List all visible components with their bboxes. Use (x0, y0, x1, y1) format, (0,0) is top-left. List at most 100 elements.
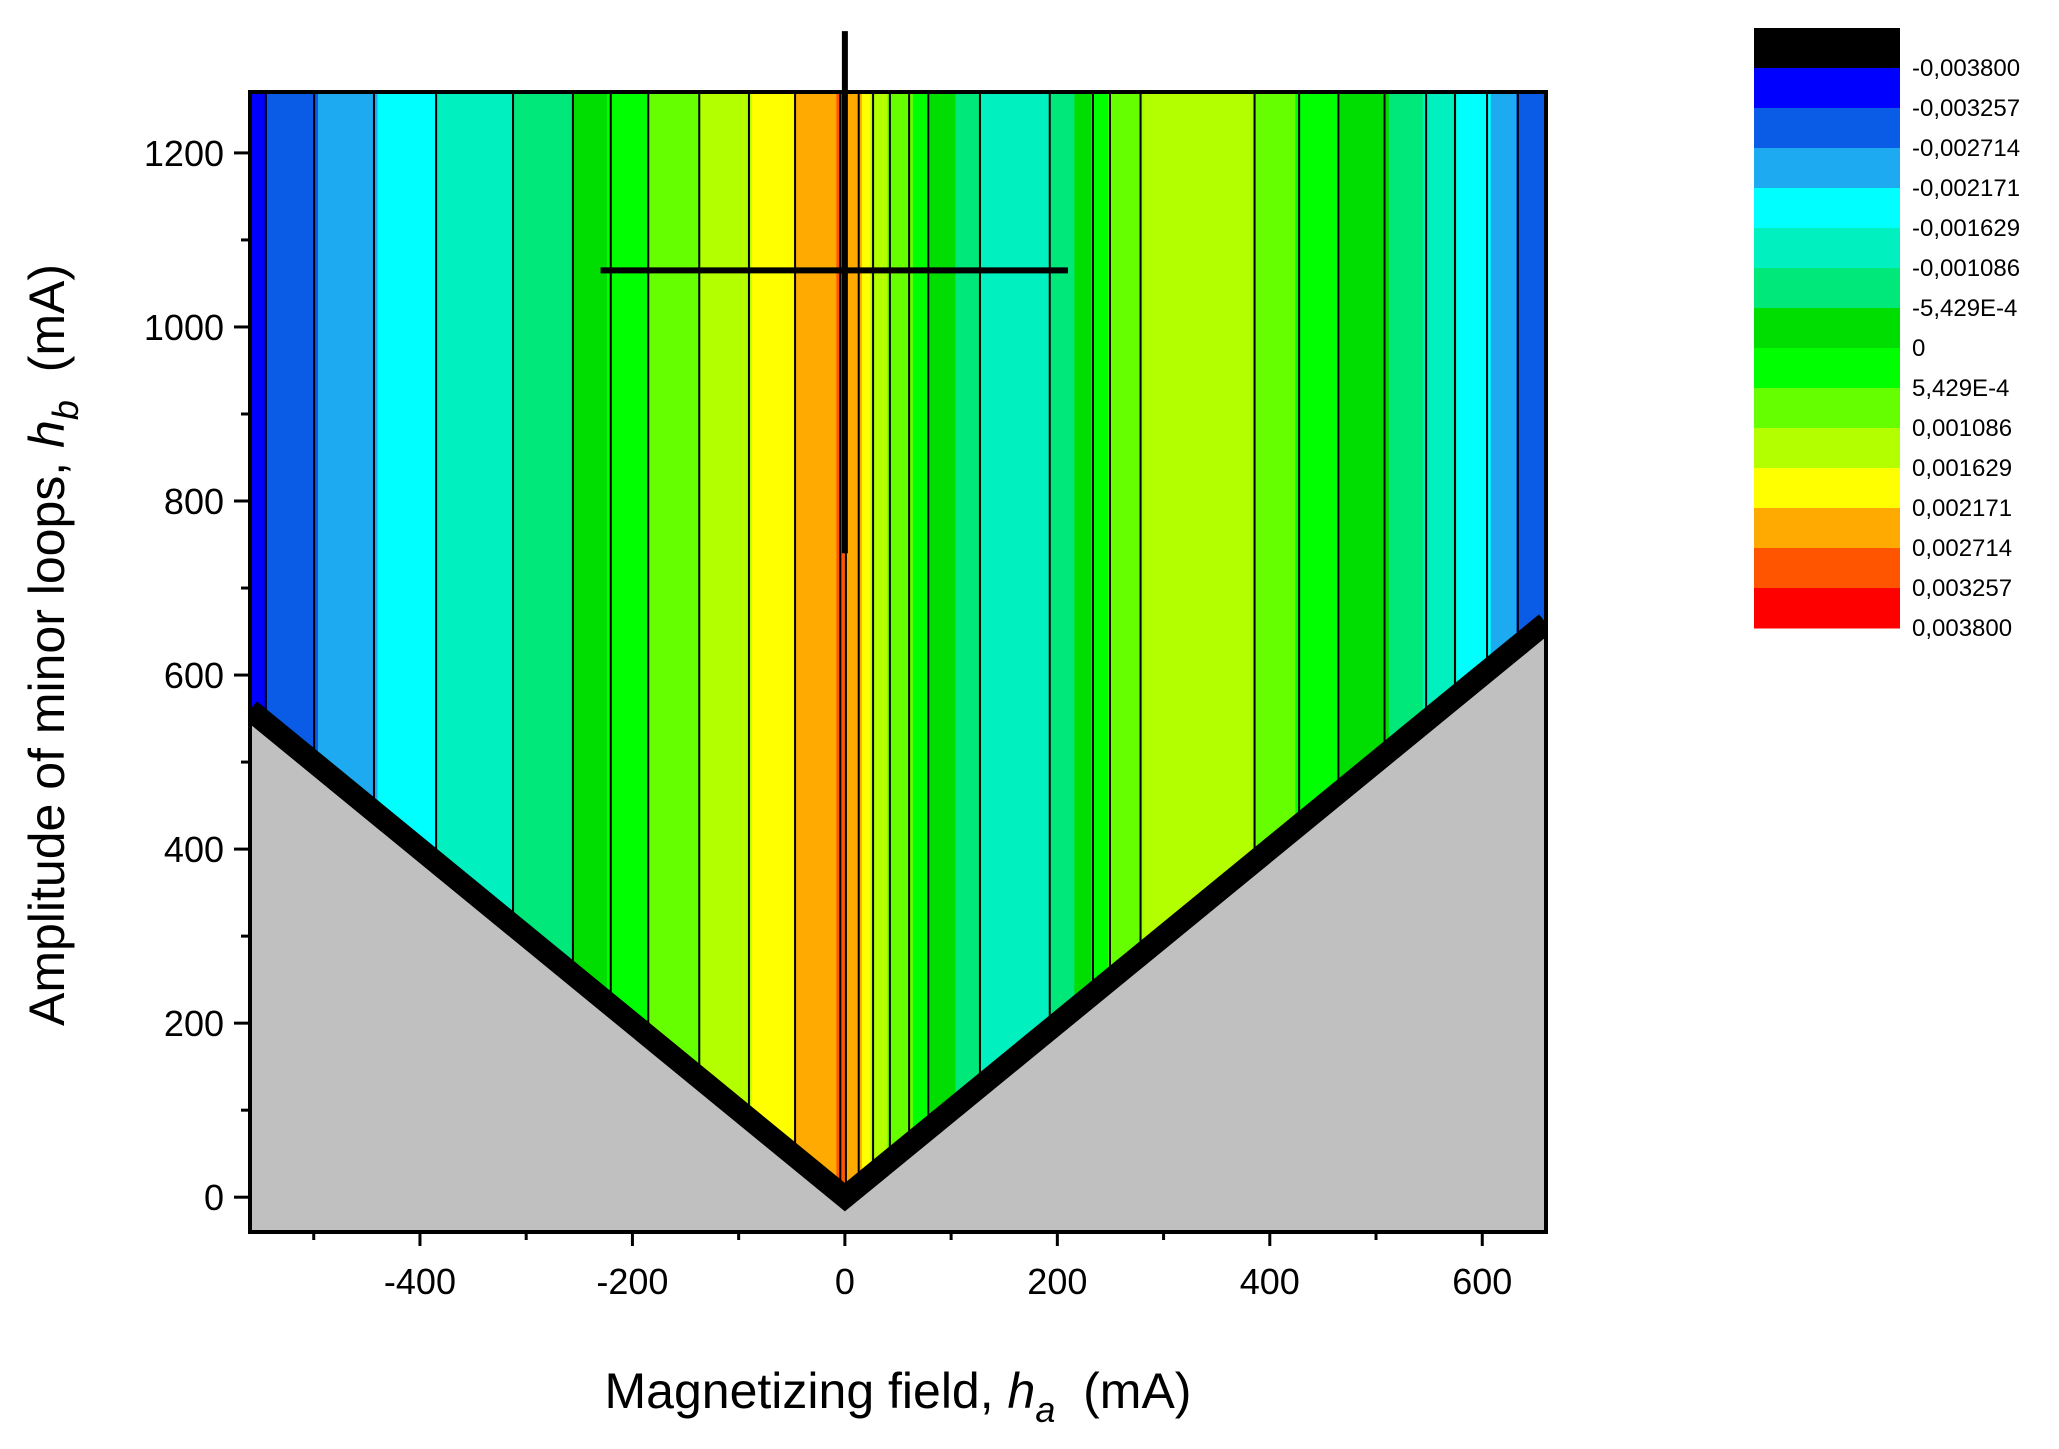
contour-band (938, 92, 948, 1232)
contour-band (912, 92, 922, 1232)
contour-band (674, 92, 685, 1232)
contour-band (751, 92, 761, 1232)
legend-swatch (1754, 348, 1900, 389)
contour-band (861, 92, 871, 1232)
contour-band (1346, 92, 1356, 1232)
x-axis-ticks: -400 -200 0 200 400 600 (312, 1232, 1512, 1302)
contour-band (1456, 92, 1466, 1232)
contour-band (555, 92, 566, 1232)
contour-band (1329, 92, 1339, 1232)
y-tick-label: 1200 (144, 133, 224, 174)
legend-label: -0,003257 (1912, 95, 2020, 122)
contour-band (1159, 92, 1169, 1232)
contour-band (564, 92, 574, 1232)
contour-band (250, 92, 260, 1232)
legend-swatch (1754, 188, 1900, 229)
contour-band (1422, 92, 1432, 1232)
contour-band (742, 92, 753, 1232)
contour-band (1252, 92, 1262, 1232)
contour-band (1133, 92, 1143, 1232)
contour-band (700, 92, 710, 1232)
contour-band (1371, 92, 1381, 1232)
boundary-line (250, 614, 1546, 1212)
contour-band (436, 92, 447, 1232)
contour-band (581, 92, 591, 1232)
contour-band (1405, 92, 1415, 1232)
contour-band (1473, 92, 1483, 1232)
contour-band (351, 92, 362, 1232)
y-axis-title: Amplitude of minor loops, hb (mA) (19, 264, 86, 1026)
contour-band (1091, 92, 1101, 1232)
contour-band (887, 92, 897, 1232)
contour-band (802, 92, 812, 1232)
legend-label: -5,429E-4 (1912, 295, 2017, 322)
contour-field (250, 92, 1546, 1232)
contour-band (1431, 92, 1441, 1232)
contour-band (1167, 92, 1177, 1232)
contour-band (1125, 92, 1135, 1232)
legend-swatch (1754, 68, 1900, 109)
contour-band (1278, 92, 1288, 1232)
x-tick-label: 600 (1452, 1261, 1512, 1302)
contour-band (547, 92, 557, 1232)
legend-label: 0,003257 (1912, 575, 2012, 602)
contour-band (1014, 92, 1024, 1232)
contour-band (402, 92, 413, 1232)
contour-band (1439, 92, 1449, 1232)
contour-band (275, 92, 285, 1232)
contour-band (385, 92, 396, 1232)
invalid-region (250, 614, 1546, 1232)
legend-swatch (1754, 28, 1900, 69)
x-tick-label: 200 (1027, 1261, 1087, 1302)
y-tick-label: 200 (164, 1003, 224, 1044)
legend-swatch (1754, 108, 1900, 149)
contour-band (1244, 92, 1254, 1232)
contour-band (300, 92, 311, 1232)
plot-frame (248, 90, 1548, 1234)
contour-band (963, 92, 973, 1232)
contour-band (1312, 92, 1322, 1232)
contour-band (972, 92, 982, 1232)
contour-band (360, 92, 370, 1232)
contour-band (989, 92, 999, 1232)
contour-band (734, 92, 744, 1232)
legend-swatch (1754, 148, 1900, 189)
contour-band (929, 92, 939, 1232)
contour-band (615, 92, 625, 1232)
legend-label: 0,001086 (1912, 415, 2012, 442)
legend-label: 0,002171 (1912, 495, 2012, 522)
contour-band (411, 92, 421, 1232)
contour-band (1269, 92, 1279, 1232)
contour-band (980, 92, 990, 1232)
contour-band (513, 92, 523, 1232)
contour-band (377, 92, 387, 1232)
contour-band (946, 92, 956, 1232)
contour-band (1414, 92, 1424, 1232)
contour-band (394, 92, 404, 1232)
contour-band (419, 92, 430, 1232)
contour-band (504, 92, 515, 1232)
contour-band (1218, 92, 1228, 1232)
contour-band (1465, 92, 1475, 1232)
x-tick-label: -400 (384, 1261, 456, 1302)
contour-band (1354, 92, 1364, 1232)
contour-band (572, 92, 583, 1232)
contour-band (768, 92, 778, 1232)
y-tick-label: 600 (164, 655, 224, 696)
legend-label: -0,003800 (1912, 55, 2020, 82)
contour-band (1210, 92, 1220, 1232)
contour-band (1065, 92, 1075, 1232)
contour-band (785, 92, 795, 1232)
y-tick-label: 1000 (144, 307, 224, 348)
contour-band (1116, 92, 1126, 1232)
contour-band (1363, 92, 1373, 1232)
contour-band (1082, 92, 1092, 1232)
contour-band (844, 92, 854, 1232)
contour-band (292, 92, 302, 1232)
contour-band (1099, 92, 1109, 1232)
legend-swatch (1754, 548, 1900, 589)
contour-band (827, 92, 837, 1232)
legend-swatch (1754, 588, 1900, 629)
legend-swatch (1754, 388, 1900, 429)
